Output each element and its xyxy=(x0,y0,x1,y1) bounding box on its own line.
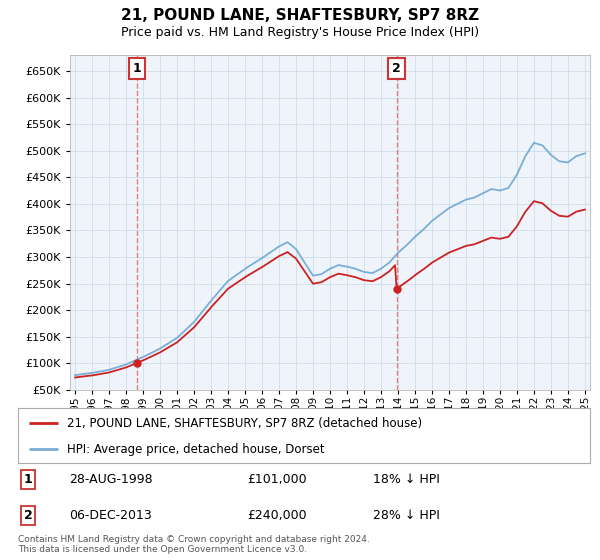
Text: 28% ↓ HPI: 28% ↓ HPI xyxy=(373,509,440,522)
Text: 06-DEC-2013: 06-DEC-2013 xyxy=(70,509,152,522)
Text: £240,000: £240,000 xyxy=(247,509,307,522)
Text: 1: 1 xyxy=(24,473,32,486)
Text: 18% ↓ HPI: 18% ↓ HPI xyxy=(373,473,440,486)
Text: Price paid vs. HM Land Registry's House Price Index (HPI): Price paid vs. HM Land Registry's House … xyxy=(121,26,479,39)
Text: 2: 2 xyxy=(24,509,32,522)
Text: £101,000: £101,000 xyxy=(247,473,307,486)
Text: HPI: Average price, detached house, Dorset: HPI: Average price, detached house, Dors… xyxy=(67,443,324,456)
Text: 21, POUND LANE, SHAFTESBURY, SP7 8RZ (detached house): 21, POUND LANE, SHAFTESBURY, SP7 8RZ (de… xyxy=(67,417,422,430)
Text: 2: 2 xyxy=(392,62,401,75)
Text: 21, POUND LANE, SHAFTESBURY, SP7 8RZ: 21, POUND LANE, SHAFTESBURY, SP7 8RZ xyxy=(121,8,479,23)
Text: 1: 1 xyxy=(133,62,142,75)
Text: Contains HM Land Registry data © Crown copyright and database right 2024.
This d: Contains HM Land Registry data © Crown c… xyxy=(18,535,370,554)
Text: 28-AUG-1998: 28-AUG-1998 xyxy=(70,473,153,486)
